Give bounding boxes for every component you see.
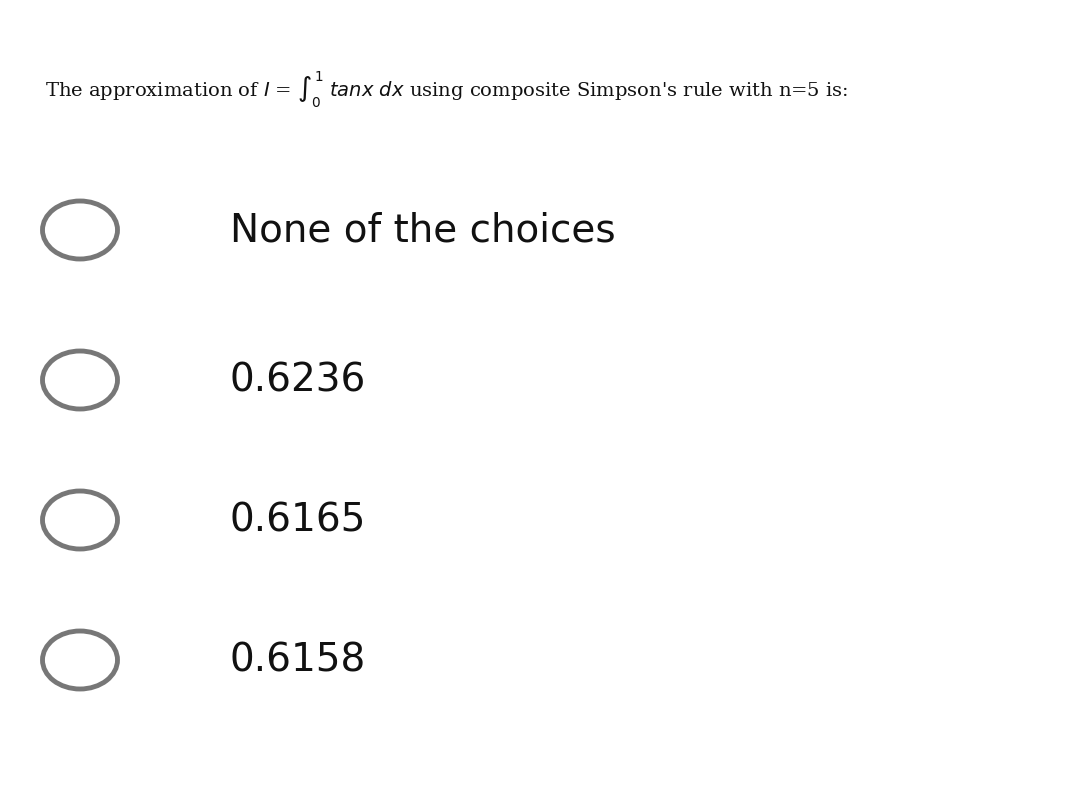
Text: 0.6165: 0.6165 <box>230 501 366 539</box>
Text: 0.6236: 0.6236 <box>230 361 366 399</box>
Text: The approximation of $\mathit{I}$ = $\int_0^1$ $\mathit{tanx}$ $\mathit{dx}$ usi: The approximation of $\mathit{I}$ = $\in… <box>45 70 848 110</box>
Text: None of the choices: None of the choices <box>230 211 616 249</box>
Text: 0.6158: 0.6158 <box>230 641 366 679</box>
